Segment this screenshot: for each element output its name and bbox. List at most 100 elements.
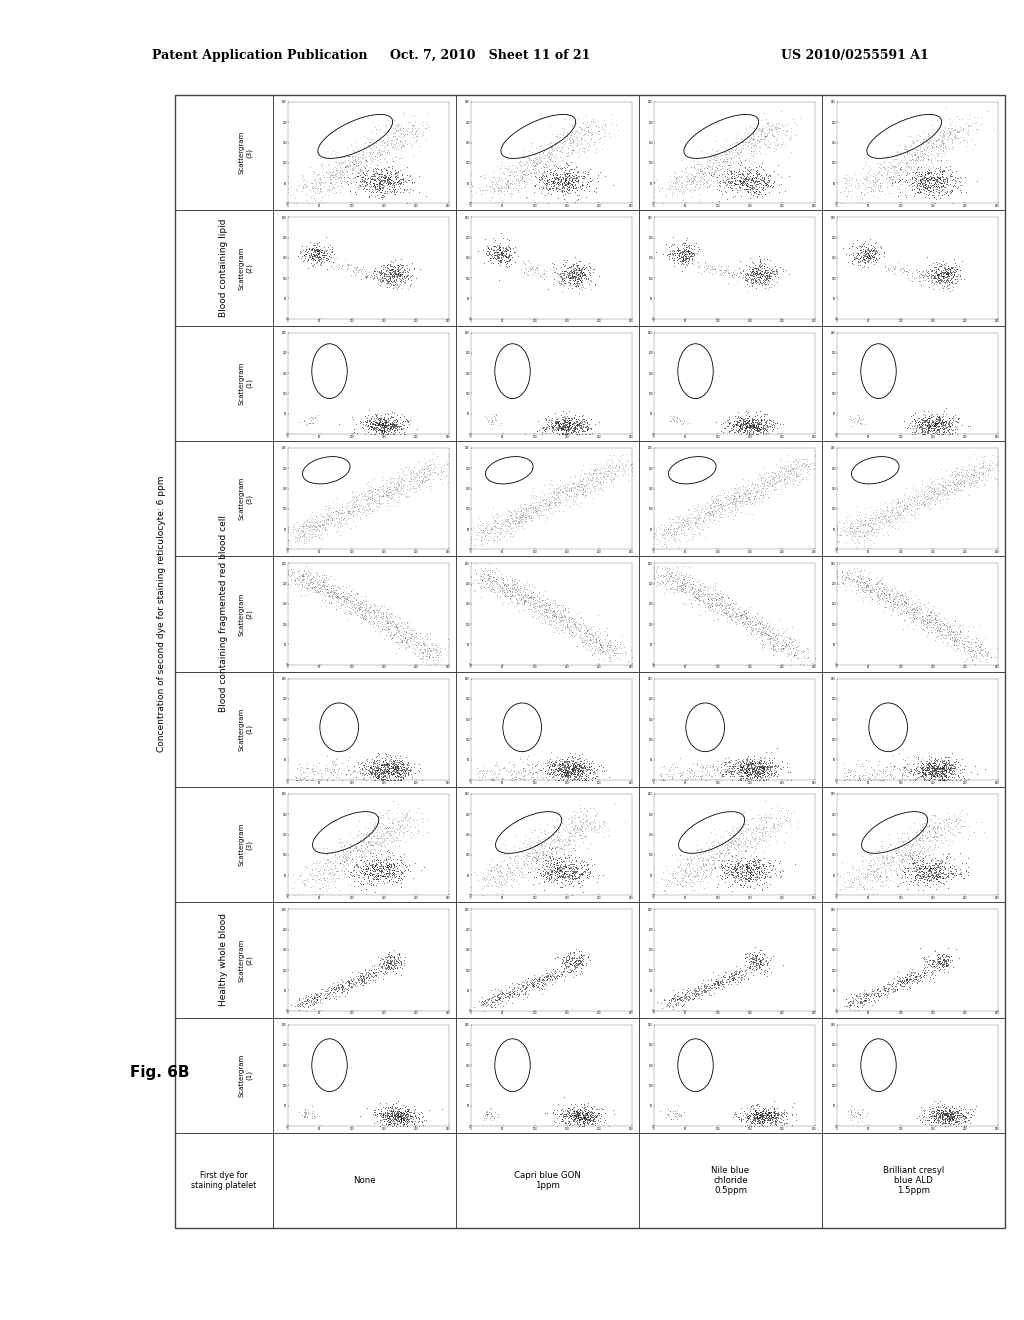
- Point: [361, 482, 378, 503]
- Point: [492, 763, 508, 784]
- Point: [730, 161, 746, 182]
- Point: [523, 484, 540, 506]
- Point: [548, 125, 564, 147]
- Point: [756, 103, 772, 124]
- Point: [874, 512, 891, 533]
- Point: [391, 632, 408, 653]
- Point: [737, 758, 754, 779]
- Point: [745, 863, 762, 884]
- Point: [683, 157, 699, 178]
- Point: [948, 620, 965, 642]
- Point: [862, 863, 879, 884]
- Point: [680, 865, 696, 886]
- Point: [555, 863, 571, 884]
- Point: [683, 853, 699, 874]
- Point: [583, 463, 599, 484]
- Point: [422, 463, 438, 484]
- Point: [932, 268, 948, 289]
- Point: [344, 970, 360, 991]
- Point: [384, 859, 400, 880]
- Point: [326, 762, 342, 783]
- Point: [498, 246, 514, 267]
- Point: [757, 755, 773, 776]
- Point: [790, 458, 806, 479]
- Point: [387, 759, 403, 780]
- Point: [392, 1102, 409, 1123]
- Point: [673, 577, 689, 598]
- Point: [373, 961, 389, 982]
- Point: [502, 512, 518, 533]
- Point: [711, 253, 727, 275]
- Point: [737, 174, 754, 195]
- Point: [931, 1110, 947, 1131]
- Point: [570, 760, 587, 781]
- Point: [925, 132, 941, 153]
- Point: [741, 413, 758, 434]
- Point: [369, 763, 385, 784]
- Point: [388, 1115, 404, 1137]
- Point: [859, 247, 876, 268]
- Point: [709, 602, 725, 623]
- Point: [527, 762, 544, 783]
- Point: [672, 1105, 688, 1126]
- Point: [901, 969, 918, 990]
- Point: [309, 243, 326, 264]
- Point: [351, 495, 368, 516]
- Point: [877, 507, 893, 528]
- Point: [599, 624, 615, 645]
- Point: [889, 965, 905, 986]
- Point: [716, 602, 732, 623]
- Point: [489, 504, 506, 525]
- Point: [421, 644, 437, 665]
- Point: [849, 177, 865, 198]
- Point: [687, 768, 703, 789]
- Point: [556, 272, 572, 293]
- Point: [741, 858, 758, 879]
- Point: [312, 982, 329, 1003]
- Point: [565, 857, 582, 878]
- Point: [368, 165, 384, 186]
- Point: [924, 764, 940, 785]
- Point: [302, 865, 318, 886]
- Point: [342, 969, 358, 990]
- Point: [945, 760, 962, 781]
- Point: [742, 957, 759, 978]
- Point: [382, 482, 398, 503]
- Point: [411, 475, 427, 496]
- Point: [737, 961, 754, 982]
- Point: [900, 977, 916, 998]
- Point: [828, 515, 845, 536]
- Point: [369, 755, 385, 776]
- Point: [476, 869, 493, 890]
- Point: [746, 867, 763, 888]
- Point: [946, 1107, 963, 1129]
- Point: [714, 859, 730, 880]
- Point: [383, 1098, 399, 1119]
- Point: [742, 863, 759, 884]
- Point: [752, 953, 768, 974]
- Point: [582, 168, 598, 189]
- Point: [943, 264, 959, 285]
- Point: [521, 576, 538, 597]
- Point: [326, 182, 342, 203]
- Point: [401, 479, 418, 500]
- Point: [373, 486, 389, 507]
- Point: [866, 239, 883, 260]
- Point: [384, 257, 400, 279]
- Point: [429, 636, 445, 657]
- Point: [914, 601, 931, 622]
- Point: [586, 866, 602, 887]
- Point: [388, 847, 404, 869]
- Point: [604, 640, 621, 661]
- Point: [951, 463, 968, 484]
- Point: [348, 842, 365, 863]
- Point: [677, 576, 693, 597]
- Point: [554, 480, 570, 502]
- Point: [341, 154, 357, 176]
- Point: [930, 484, 946, 506]
- Point: [667, 174, 683, 195]
- Point: [724, 846, 740, 867]
- Point: [916, 869, 933, 890]
- Point: [395, 824, 412, 845]
- Point: [499, 854, 515, 875]
